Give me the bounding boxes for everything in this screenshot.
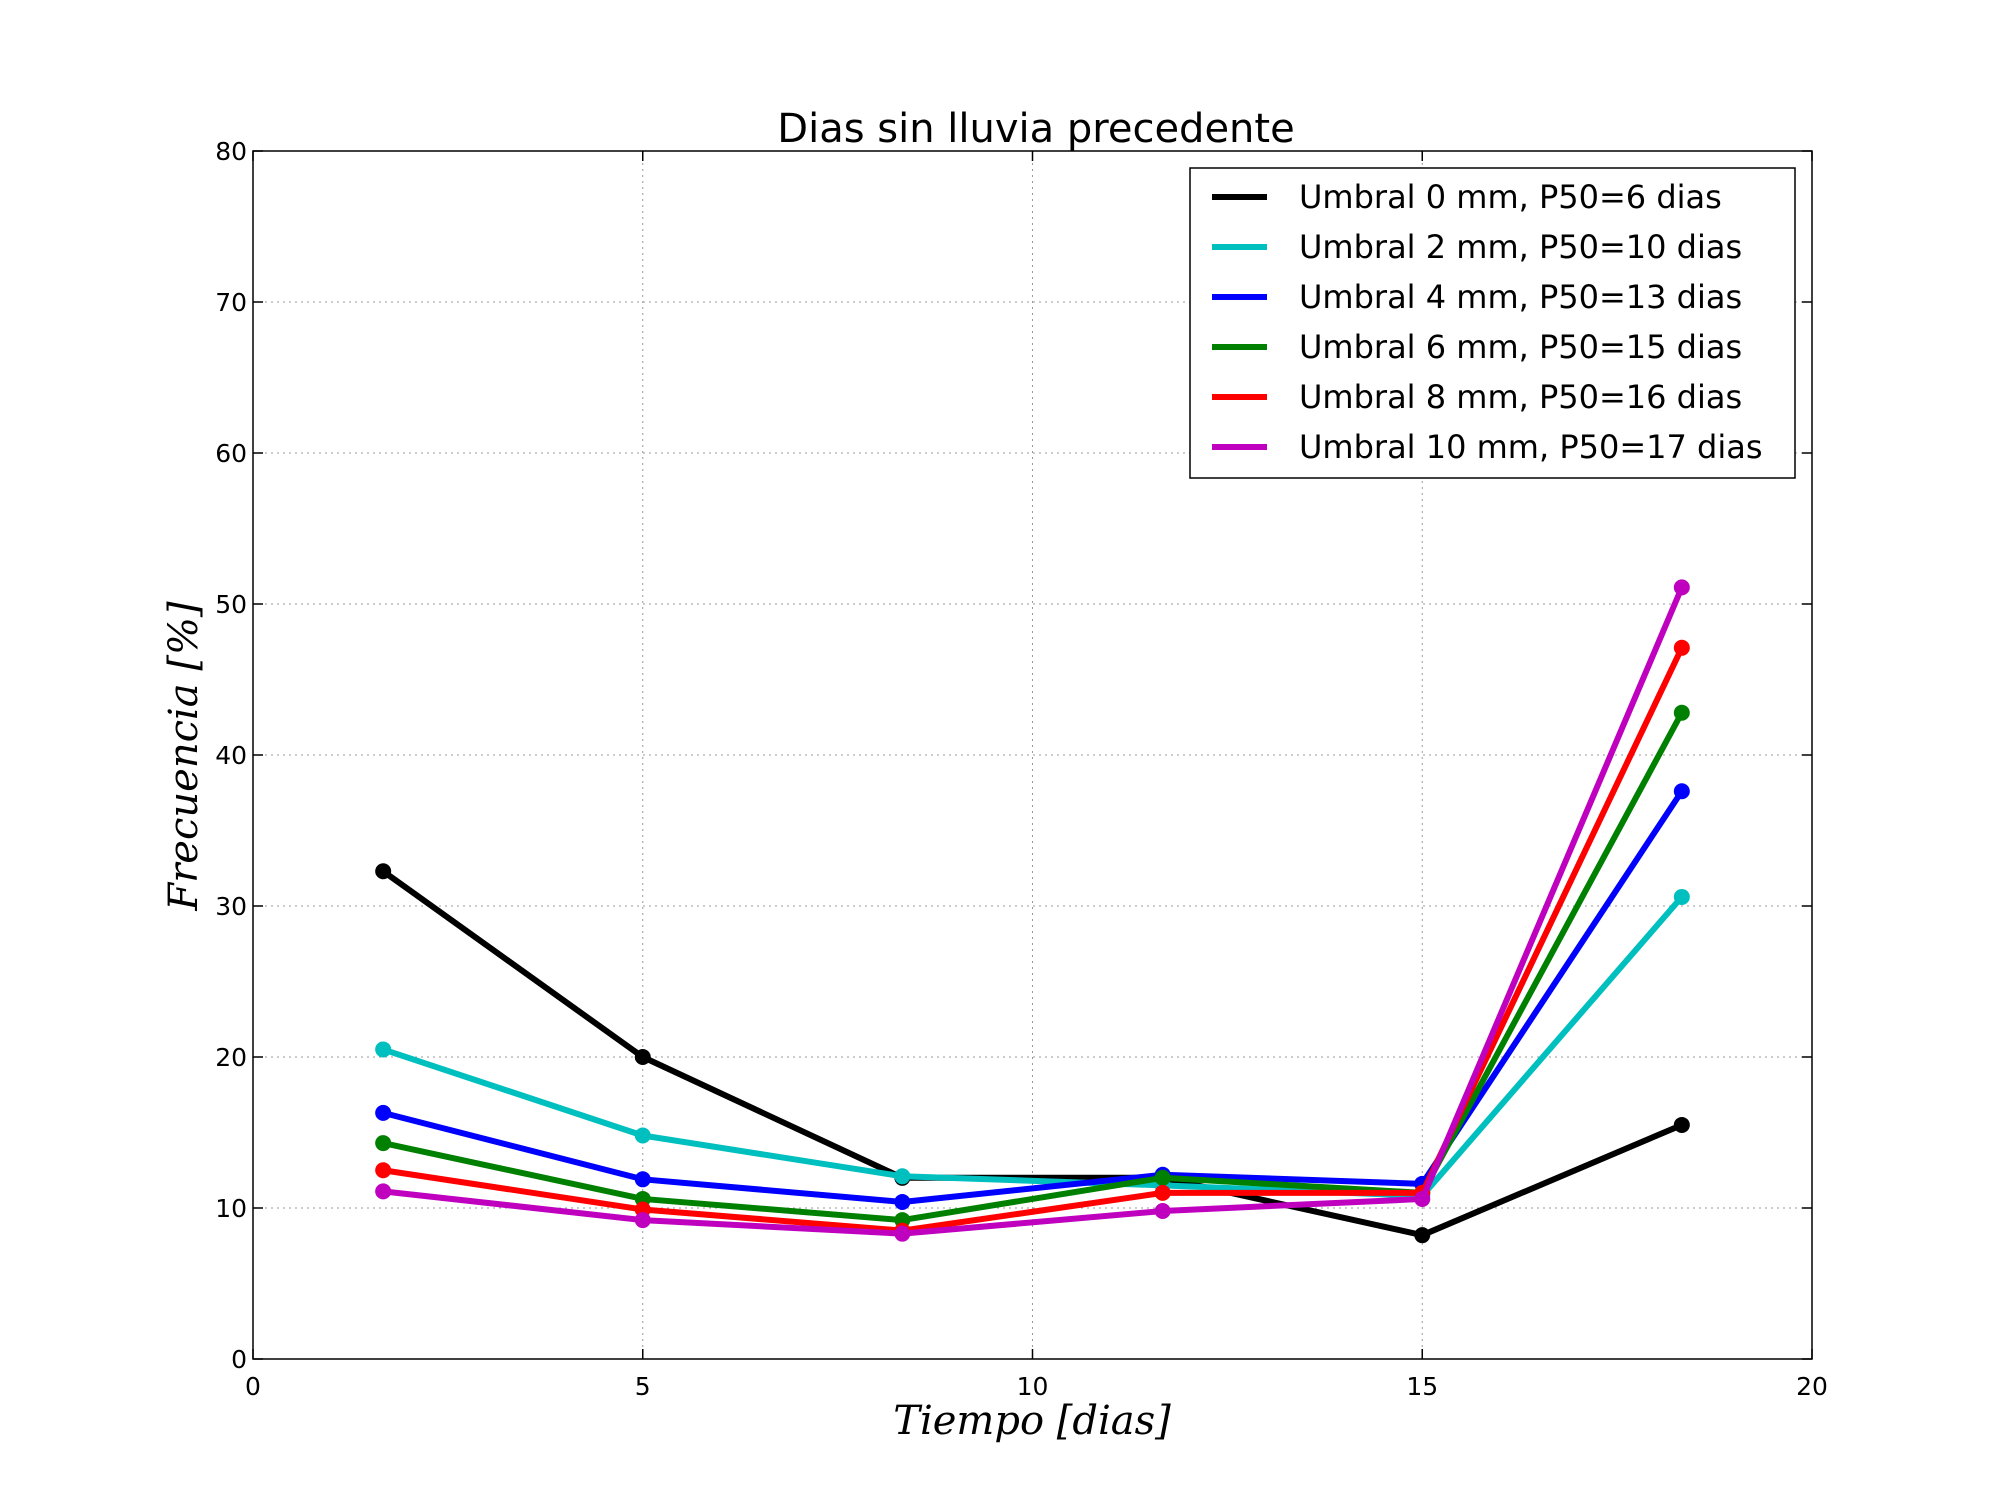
data-point	[634, 1127, 651, 1144]
data-point	[375, 1135, 392, 1152]
legend-label: Umbral 0 mm, P50=6 dias	[1299, 178, 1722, 216]
data-point	[375, 863, 392, 880]
data-point	[1154, 1203, 1171, 1220]
y-tick-label: 50	[215, 590, 247, 619]
data-point	[1673, 639, 1690, 656]
data-point	[1414, 1227, 1431, 1244]
data-point	[1673, 783, 1690, 800]
legend-label: Umbral 4 mm, P50=13 dias	[1299, 278, 1742, 316]
y-tick-label: 0	[231, 1345, 247, 1374]
axis-ticks: 0 5 10 15 20 0 10 20 30 40 50 60 70 80	[215, 137, 1828, 1401]
legend-box	[1189, 167, 1796, 479]
series-lines	[375, 579, 1690, 1244]
legend-label: Umbral 8 mm, P50=16 dias	[1299, 378, 1742, 416]
data-point	[375, 1183, 392, 1200]
data-point	[1673, 1116, 1690, 1133]
x-axis-label: Tiempo [dias]	[893, 1398, 1171, 1444]
series-line	[382, 894, 1685, 1199]
x-tick-label: 10	[1017, 1372, 1049, 1401]
legend-label: Umbral 6 mm, P50=15 dias	[1299, 328, 1742, 366]
y-tick-label: 70	[215, 288, 247, 317]
data-point	[634, 1049, 651, 1065]
data-point	[634, 1171, 651, 1188]
series-line	[381, 868, 1683, 1239]
data-point	[375, 1041, 392, 1058]
y-tick-label: 30	[215, 892, 247, 921]
series-line	[382, 711, 1685, 1224]
legend-label: Umbral 2 mm, P50=10 dias	[1299, 228, 1742, 266]
y-axis-label: Frecuencia [%]	[161, 601, 207, 912]
x-tick-label: 0	[245, 1372, 261, 1401]
y-tick-label: 60	[215, 439, 247, 468]
data-point	[1673, 704, 1690, 721]
y-tick-label: 20	[215, 1043, 247, 1072]
data-point	[1154, 1169, 1171, 1186]
y-tick-label: 10	[215, 1194, 247, 1223]
y-tick-label: 80	[215, 137, 247, 166]
data-point	[1154, 1184, 1171, 1201]
data-point	[375, 1104, 392, 1121]
data-point	[1673, 888, 1690, 905]
data-point	[634, 1212, 651, 1229]
data-point	[375, 1162, 392, 1179]
x-tick-label: 15	[1406, 1372, 1438, 1401]
chart-title: Dias sin lluvia precedente	[777, 106, 1294, 152]
data-point	[1414, 1190, 1431, 1207]
data-point	[1673, 579, 1690, 596]
y-tick-label: 40	[215, 741, 247, 770]
legend-label: Umbral 10 mm, P50=17 dias	[1299, 428, 1763, 466]
data-point	[894, 1193, 911, 1210]
x-tick-label: 5	[635, 1372, 651, 1401]
data-point	[894, 1168, 911, 1185]
x-tick-label: 20	[1796, 1372, 1828, 1401]
series-5	[375, 579, 1690, 1242]
data-point	[894, 1225, 911, 1242]
series-line	[382, 586, 1685, 1237]
legend: Umbral 0 mm, P50=6 dias Umbral 2 mm, P50=…	[1189, 167, 1796, 479]
